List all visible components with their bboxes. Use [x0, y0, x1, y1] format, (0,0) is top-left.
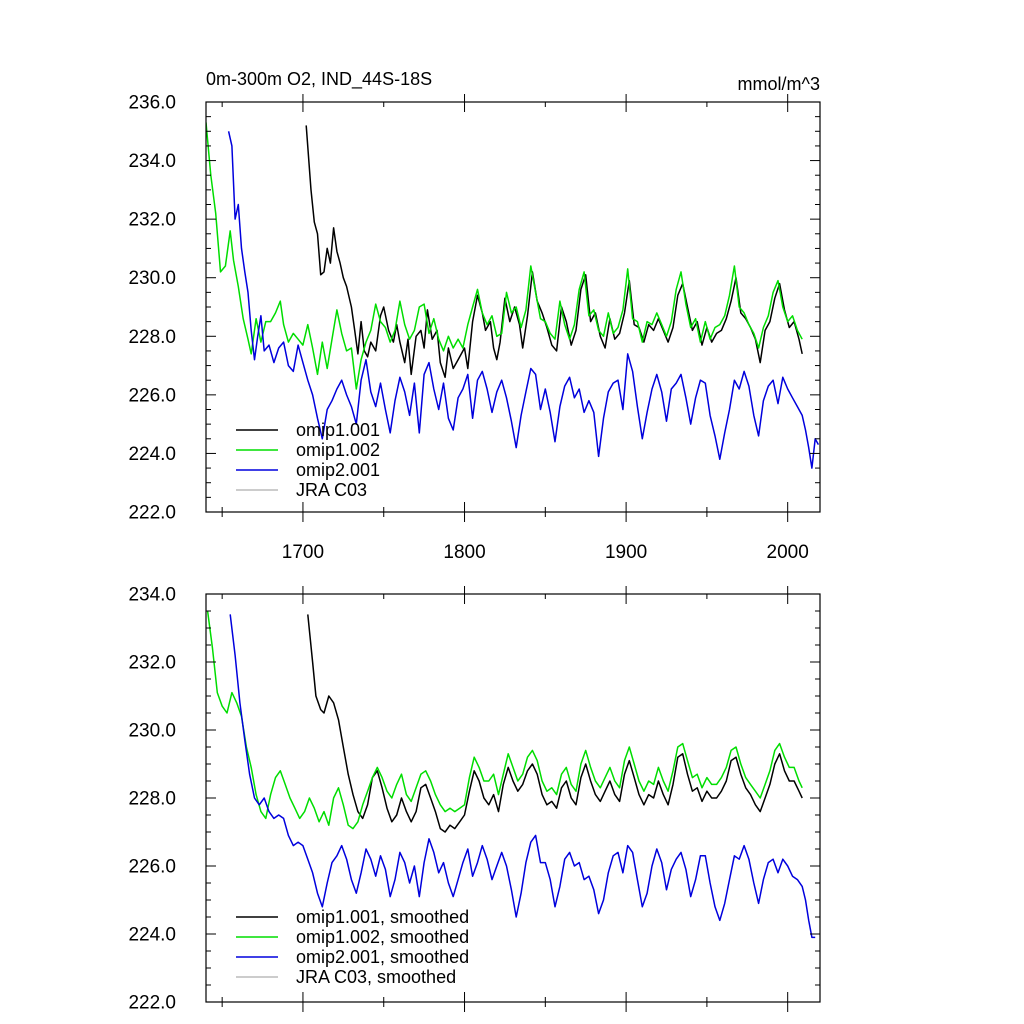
legend-label-3: omip2.001	[296, 460, 380, 480]
legend-label-1: omip1.001, smoothed	[296, 907, 469, 927]
series-line-3	[227, 131, 820, 469]
series-line-3	[229, 614, 816, 939]
x-tick-label: 1900	[605, 542, 647, 563]
series-line-2	[206, 610, 803, 830]
y-tick-label: 230.0	[128, 268, 176, 289]
chart-panel-1: 222.0 224.0 226.0 228.0 230.0 232.0 234.0 236.0…	[128, 69, 821, 563]
legend-label-2: omip1.002, smoothed	[296, 927, 469, 947]
legend-label-2: omip1.002	[296, 440, 380, 460]
x-tick-label: 2000	[767, 542, 809, 563]
units-label: mmol/m^3	[738, 74, 820, 94]
y-tick-label: 222.0	[128, 993, 176, 1014]
plot-area	[206, 122, 820, 469]
y-tick-label: 226.0	[128, 857, 176, 878]
y-tick-label: 228.0	[128, 327, 176, 348]
legend-label-4: JRA C03, smoothed	[296, 967, 456, 987]
y-tick-label: 234.0	[128, 151, 176, 172]
series-line-2	[206, 122, 803, 390]
legend-label-4: JRA C03	[296, 480, 367, 500]
legend-label-3: omip2.001, smoothed	[296, 947, 469, 967]
chart-title: 0m-300m O2, IND_44S-18S	[206, 69, 432, 90]
x-tick-label: 1800	[443, 542, 485, 563]
plot-area	[206, 610, 816, 939]
series-line-1	[307, 614, 803, 833]
y-tick-label: 230.0	[128, 721, 176, 742]
chart-panel-2: 222.0 224.0 226.0 228.0 230.0 232.0 234.0 omip1…	[128, 585, 821, 1014]
y-tick-label: 224.0	[128, 925, 176, 946]
y-tick-label: 234.0	[128, 585, 176, 606]
series-line-1	[305, 125, 803, 379]
y-tick-label: 228.0	[128, 789, 176, 810]
y-tick-label: 232.0	[128, 653, 176, 674]
y-tick-label: 236.0	[128, 93, 176, 114]
x-tick-label: 1700	[282, 542, 324, 563]
y-tick-label: 222.0	[128, 503, 176, 524]
legend-label-1: omip1.001	[296, 420, 380, 440]
y-tick-label: 226.0	[128, 385, 176, 406]
y-tick-label: 232.0	[128, 210, 176, 231]
y-tick-label: 224.0	[128, 444, 176, 465]
